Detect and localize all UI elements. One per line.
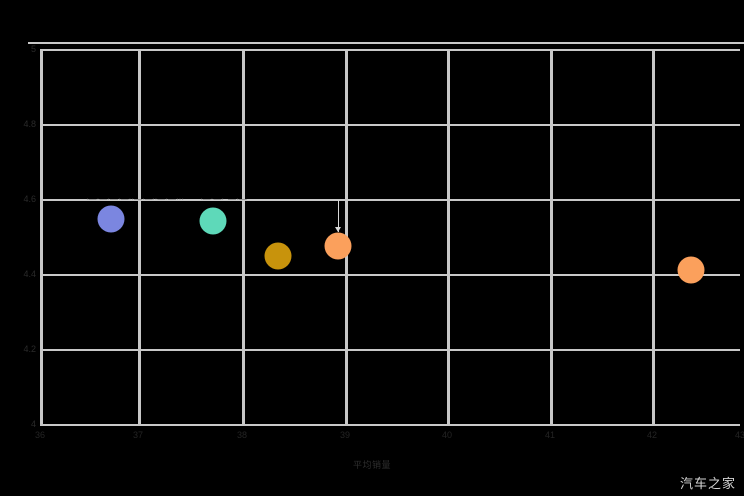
gridline-v-37 [138, 49, 141, 424]
data-point-bubble[interactable] [677, 256, 705, 284]
annotation-label: ·—·—·—·—··—·— [86, 194, 153, 204]
y-tick-label: 4.2 [23, 344, 36, 354]
y-tick-label: 4.6 [23, 194, 36, 204]
gridline-h-4-6 [40, 199, 740, 201]
gridline-v-36 [40, 49, 43, 424]
leader-line [338, 200, 339, 232]
gridline-h-4-8 [40, 124, 740, 126]
plot-area: 5 4.8 4.6 4.4 4.2 4 36 37 38 39 40 41 42… [23, 42, 744, 440]
x-tick-label: 37 [132, 430, 143, 440]
gridline-h-4-4 [40, 274, 740, 276]
x-tick-label: 40 [441, 430, 452, 440]
data-point-bubble[interactable] [324, 232, 352, 260]
axis-frame-top [28, 42, 744, 44]
gridline-v-41 [550, 49, 553, 424]
y-tick-label: 4 [30, 419, 36, 429]
x-tick-label: 42 [646, 430, 657, 440]
gridline-h-4 [40, 424, 740, 426]
x-axis-title: 平均销量 [352, 460, 391, 470]
x-tick-label: 43 [734, 430, 744, 440]
watermark-autohome: 汽车之家 [679, 477, 736, 492]
data-point-bubble[interactable] [264, 242, 292, 270]
gridline-v-42 [652, 49, 655, 424]
x-tick-label: 41 [544, 430, 555, 440]
y-tick-label: 4.4 [23, 269, 36, 279]
data-point-bubble[interactable] [97, 205, 125, 233]
annotation-label: —·— [228, 194, 247, 204]
gridline-h-4-2 [40, 349, 740, 351]
gridline-h-5 [40, 49, 740, 51]
gridline-v-40 [447, 49, 450, 424]
x-tick-label: 38 [236, 430, 247, 440]
annotation-label: ·—·—· [200, 194, 224, 204]
x-tick-label: 39 [339, 430, 350, 440]
annotation-label: ··—·—··· [152, 194, 184, 204]
y-tick-label: 4.8 [23, 119, 36, 129]
gridline-v-38 [242, 49, 245, 424]
leader-arrow-icon [335, 227, 341, 232]
y-tick-label: 5 [30, 44, 36, 54]
data-point-bubble[interactable] [199, 207, 227, 235]
x-tick-label: 36 [34, 430, 45, 440]
